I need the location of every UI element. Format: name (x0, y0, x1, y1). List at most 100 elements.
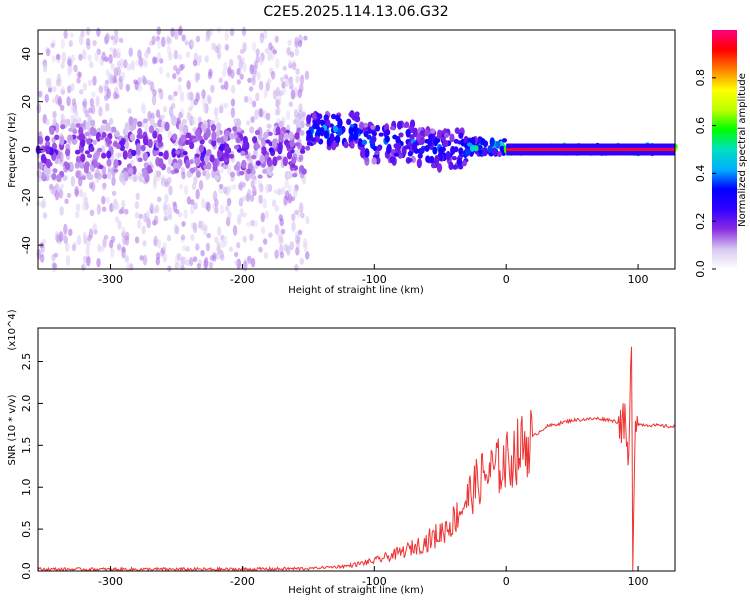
noise-blob (157, 196, 162, 203)
noise-blob (216, 226, 222, 236)
noise-blob (173, 91, 178, 97)
band-cell (235, 118, 242, 128)
band-cell (137, 157, 143, 163)
band-cell (299, 129, 305, 136)
noise-blob (60, 104, 65, 112)
band-cell (463, 136, 469, 145)
band-cell (429, 155, 435, 164)
noise-blob (274, 249, 279, 259)
band-cell (104, 136, 110, 143)
noise-blob (74, 109, 79, 119)
band-cell (142, 152, 149, 162)
noise-blob (268, 232, 273, 238)
noise-blob (284, 179, 289, 189)
band-cell (74, 149, 81, 155)
noise-blob (258, 194, 263, 205)
band-cell (105, 122, 111, 132)
noise-blob (71, 244, 77, 252)
band-cell (306, 114, 312, 125)
noise-blob (116, 66, 122, 76)
band-cell (290, 163, 296, 168)
noise-blob (137, 219, 142, 229)
band-cell (136, 134, 142, 139)
noise-blob (116, 60, 121, 69)
noise-blob (214, 206, 219, 214)
band-cell (430, 128, 436, 134)
noise-blob (165, 36, 171, 45)
band-cell (180, 134, 186, 143)
noise-blob (218, 77, 223, 84)
band-cell (385, 129, 391, 136)
noise-blob (183, 209, 188, 219)
noise-blob (207, 71, 213, 80)
band-cell (417, 153, 423, 159)
noise-blob (188, 256, 194, 267)
noise-blob (82, 82, 88, 91)
noise-blob (247, 188, 252, 200)
noise-blob (210, 84, 215, 94)
band-cell (171, 120, 177, 126)
noise-blob (259, 36, 265, 43)
band-cell (72, 128, 78, 135)
noise-blob (63, 30, 68, 39)
noise-blob (55, 53, 61, 60)
noise-blob (123, 59, 128, 69)
noise-blob (190, 204, 195, 215)
noise-blob (133, 79, 138, 85)
x-tick-label: 0 (503, 575, 510, 588)
noise-blob (305, 215, 310, 225)
noise-blob (144, 50, 149, 59)
band-cell (89, 119, 96, 127)
noise-blob (146, 217, 151, 229)
noise-blob (173, 49, 179, 60)
noise-blob (247, 77, 252, 83)
x-tick-label: -300 (98, 273, 123, 286)
band-cell (65, 148, 71, 157)
noise-blob (60, 62, 65, 69)
band-cell (233, 164, 240, 171)
noise-blob (124, 140, 130, 150)
band-cell (98, 164, 104, 170)
noise-blob (295, 240, 301, 249)
band-cell (271, 138, 278, 149)
noise-blob (298, 202, 304, 214)
noise-blob (66, 192, 72, 198)
noise-blob (62, 232, 67, 242)
noise-blob (198, 179, 204, 191)
band-cell (74, 161, 80, 169)
noise-blob (229, 28, 235, 37)
noise-blob (143, 212, 148, 223)
band-cell (67, 134, 73, 141)
noise-blob (78, 189, 84, 198)
band-cell (80, 123, 86, 128)
band-cell (47, 161, 53, 167)
noise-blob (151, 35, 156, 46)
band-cell (354, 111, 360, 117)
noise-blob (114, 202, 120, 210)
noise-blob (285, 110, 291, 121)
band-cell (282, 156, 288, 167)
noise-blob (68, 39, 73, 48)
noise-blob (92, 75, 97, 86)
y-tick-label: 0.0 (20, 562, 33, 580)
band-cell (37, 136, 43, 145)
noise-blob (299, 154, 304, 163)
noise-blob (226, 164, 232, 175)
noise-blob (114, 34, 119, 44)
noise-blob (105, 103, 110, 112)
noise-blob (125, 83, 131, 92)
spectrogram-x-ticks: -300 -200 -100 0 100 (98, 264, 649, 286)
noise-blob (155, 109, 161, 118)
band-cell (113, 168, 119, 173)
y-tick-label: -40 (20, 236, 33, 254)
noise-blob (201, 97, 207, 107)
x-tick-label: 100 (628, 575, 649, 588)
noise-blob (117, 220, 122, 230)
band-cell (135, 143, 142, 153)
noise-blob (86, 256, 91, 267)
noise-blob (130, 60, 135, 71)
band-cell (89, 126, 95, 136)
y-tick-label: 20 (20, 95, 33, 109)
noise-blob (74, 185, 79, 196)
band-cell (393, 152, 399, 157)
